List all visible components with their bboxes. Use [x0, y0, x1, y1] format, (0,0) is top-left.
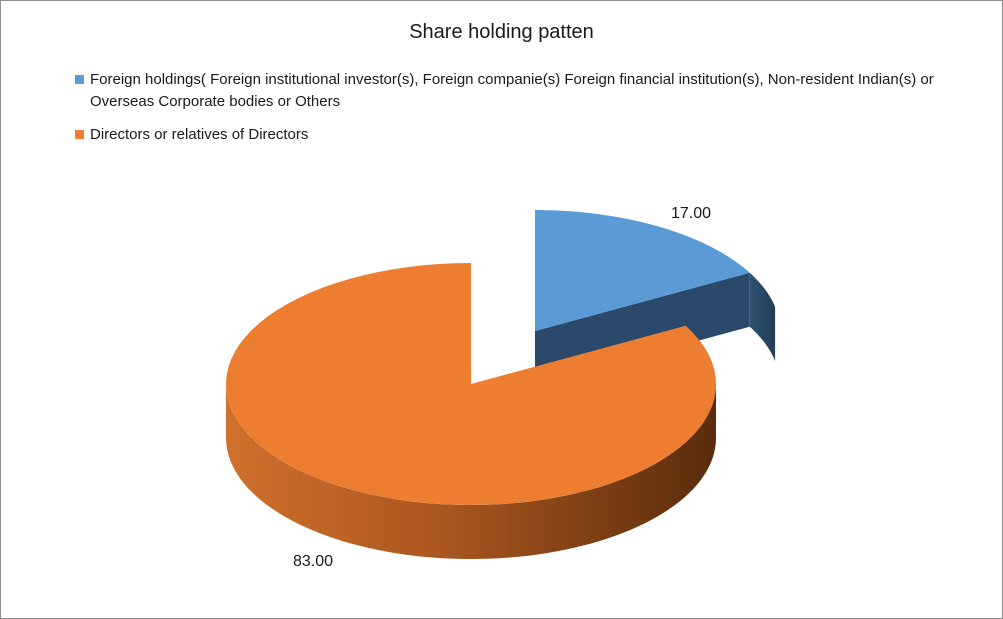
data-label-foreign-holdings: 17.00 [671, 205, 711, 222]
legend-label-foreign-holdings: Foreign holdings( Foreign institutional … [90, 71, 934, 110]
legend-swatch-foreign-holdings [75, 75, 84, 84]
legend-item-foreign-holdings: Foreign holdings( Foreign institutional … [75, 69, 955, 113]
legend: Foreign holdings( Foreign institutional … [75, 69, 955, 157]
slice-top-0 [535, 210, 750, 331]
slice-side-outer-1-0 [226, 384, 716, 559]
slice-side-outer-0-0 [749, 272, 776, 361]
data-label-directors: 83.00 [293, 553, 333, 570]
legend-swatch-directors [75, 130, 84, 139]
legend-label-directors: Directors or relatives of Directors [90, 126, 309, 143]
legend-item-directors: Directors or relatives of Directors [75, 124, 955, 146]
chart-title: Share holding patten [409, 21, 594, 43]
slice-top-1 [226, 263, 716, 505]
